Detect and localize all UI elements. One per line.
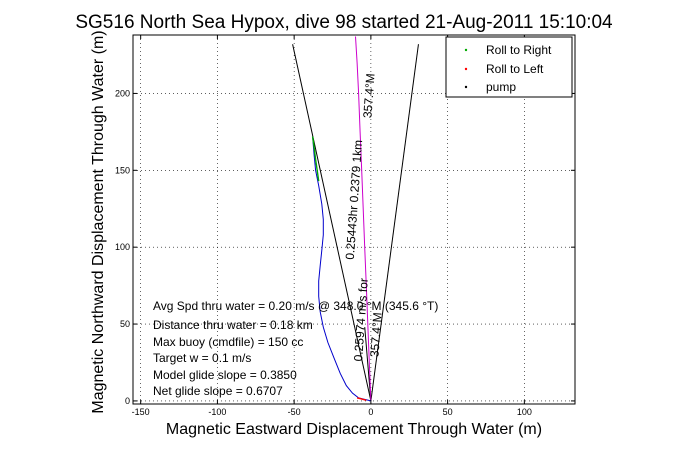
x-tick-label: 0 [368, 407, 373, 417]
y-tick-label: 50 [120, 319, 130, 329]
cone-lines [292, 44, 419, 402]
x-tick-label: 50 [443, 407, 453, 417]
series-group [311, 36, 372, 402]
x-tick-label: 100 [517, 407, 532, 417]
series-line-track [312, 136, 372, 402]
info-line: Target w = 0.1 m/s [153, 351, 251, 365]
legend: Roll to Right Roll to Left pump [445, 36, 573, 98]
annotation-heading-low: 357.4°M [367, 312, 384, 358]
annotation-heading-main: 0.25443hr 0.2379 1km [343, 139, 365, 260]
series-line-heading [355, 36, 372, 401]
info-line: Max buoy (cmdfile) = 150 cc [153, 335, 303, 349]
chart-title: SG516 North Sea Hypox, dive 98 started 2… [75, 12, 613, 33]
annotation-speed: 0.25974 m/s for [351, 278, 371, 362]
heading-cone-line [292, 44, 372, 402]
info-block: Avg Spd thru water = 0.20 m/s @ 348.0 °M… [153, 299, 438, 398]
annotation-heading-top: 357.4°M [360, 73, 377, 119]
y-tick-label: 200 [115, 88, 130, 98]
heading-cone-line [364, 327, 372, 401]
y-tick-label: 150 [115, 165, 130, 175]
y-axis-label: Magnetic Northward Displacement Through … [90, 30, 107, 413]
x-tick-label: -150 [132, 407, 150, 417]
x-axis-label: Magnetic Eastward Displacement Through W… [166, 421, 542, 438]
info-line: Model glide slope = 0.3850 [153, 368, 297, 382]
legend-marker-roll-left [464, 67, 468, 71]
y-tick-label: 100 [115, 242, 130, 252]
info-line: Avg Spd thru water = 0.20 m/s @ 348.0 °M… [153, 299, 438, 313]
series-line-roll-to-left [356, 397, 367, 401]
y-tick-label: 0 [125, 396, 130, 406]
x-tick-label: -50 [288, 407, 301, 417]
heading-cone-line [370, 44, 419, 401]
legend-marker-roll-right [464, 48, 468, 52]
legend-label-roll-left: Roll to Left [486, 62, 544, 76]
plot-frame [132, 34, 576, 405]
legend-label-roll-right: Roll to Right [486, 43, 552, 57]
legend-label-pump: pump [486, 80, 516, 94]
series-line-roll-to-right [311, 136, 320, 182]
info-line: Distance thru water = 0.18 km [153, 318, 313, 332]
x-tick-label: -100 [208, 407, 226, 417]
legend-marker-pump [464, 85, 468, 89]
info-line: Net glide slope = 0.6707 [153, 384, 283, 398]
